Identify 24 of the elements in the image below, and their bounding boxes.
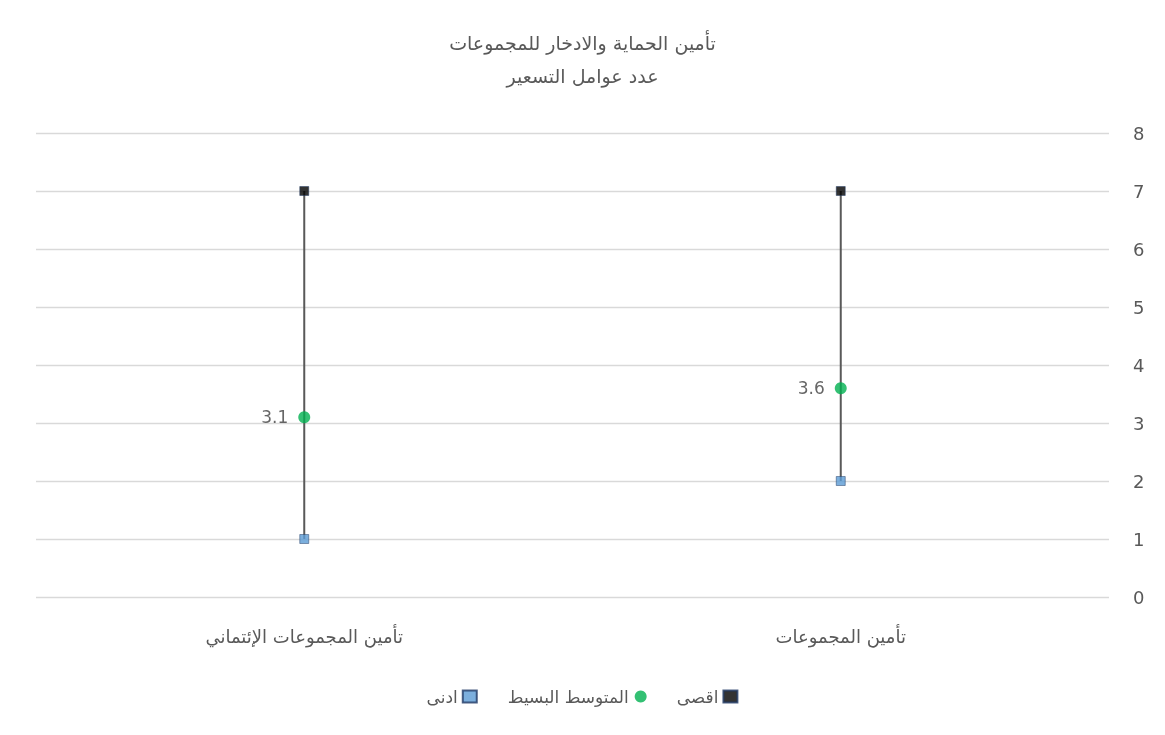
x-tick-label: تأمين المجموعات	[775, 623, 906, 648]
y-tick-label: 7	[1133, 180, 1145, 202]
y-tick-label: 0	[1133, 586, 1145, 608]
y-tick-label: 2	[1133, 470, 1145, 492]
legend-label: اقصى	[676, 686, 719, 707]
point	[835, 186, 846, 196]
x-tick-label: تأمين المجموعات الإئتماني	[205, 623, 404, 648]
data-label: 3.6	[797, 378, 825, 399]
point	[299, 534, 310, 544]
point	[834, 382, 847, 395]
y-tick-label: 1	[1133, 528, 1145, 550]
point	[835, 476, 846, 486]
data-label: 3.1	[261, 407, 289, 428]
legend-label: ادنى	[426, 686, 458, 707]
point	[298, 411, 311, 424]
y-tick-label: 5	[1133, 296, 1145, 318]
y-tick-label: 6	[1133, 238, 1145, 260]
legend-label: المتوسط البسيط	[507, 686, 629, 707]
y-tick-label: 4	[1133, 354, 1145, 376]
y-tick-label: 8	[1133, 122, 1145, 144]
chart-title: تأمين الحماية والادخار للمجموعات	[449, 29, 716, 55]
point	[299, 186, 310, 196]
chart-subtitle: عدد عوامل التسعير	[505, 64, 659, 88]
y-tick-label: 3	[1133, 412, 1145, 434]
